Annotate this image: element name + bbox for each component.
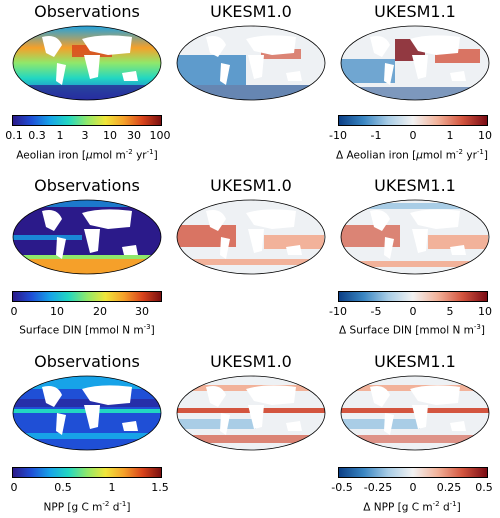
- colorbar-surface-din: [12, 291, 162, 302]
- tick-label: 10: [103, 129, 117, 142]
- colorbar-delta-surface-din: [338, 291, 488, 302]
- tick-label: 0: [10, 481, 18, 494]
- tick-label: 0: [409, 305, 417, 318]
- panel-title-obs-2: Observations: [34, 176, 140, 195]
- map-ukesm11-aeolian-iron: [340, 25, 490, 101]
- map-ukesm10-npp: [176, 375, 326, 451]
- colorbar-label-aeolian-iron: Aeolian iron [μmol m-2 yr-1]: [16, 148, 158, 162]
- tick-label: 30: [135, 305, 149, 318]
- panel-title-ukesm10-3: UKESM1.0: [210, 352, 292, 371]
- panel-title-obs-3: Observations: [34, 352, 140, 371]
- tick-label: 1: [56, 129, 64, 142]
- colorbar-label-npp: NPP [g C m-2 d-1]: [43, 500, 131, 514]
- map-ukesm10-surface-din: [176, 199, 326, 275]
- panel-title-obs-1: Observations: [34, 2, 140, 21]
- map-ukesm11-npp: [340, 375, 490, 451]
- tick-label: 30: [127, 129, 141, 142]
- tick-label: 10: [50, 305, 64, 318]
- tick-label: 0.3: [28, 129, 46, 142]
- panel-title-ukesm11-1: UKESM1.1: [374, 2, 456, 21]
- colorbar-delta-npp: [338, 467, 488, 478]
- tick-label: 5: [446, 305, 454, 318]
- tick-label: 3: [81, 129, 89, 142]
- tick-label: -10: [329, 305, 347, 318]
- tick-label: 0.1: [5, 129, 23, 142]
- tick-label: 1: [108, 481, 116, 494]
- colorbar-label-surface-din: Surface DIN [mmol N m-3]: [19, 323, 155, 337]
- tick-label: -10: [329, 129, 347, 142]
- colorbar-label-delta-npp: Δ NPP [g C m-2 d-1]: [363, 500, 461, 514]
- tick-label: 0: [409, 129, 417, 142]
- tick-label: 100: [149, 129, 171, 142]
- tick-label: 0.25: [436, 481, 462, 494]
- panel-title-ukesm11-3: UKESM1.1: [374, 352, 456, 371]
- panel-title-ukesm10-2: UKESM1.0: [210, 176, 292, 195]
- colorbar-npp: [12, 467, 162, 478]
- tick-label: -1: [370, 129, 382, 142]
- tick-label: 0: [10, 305, 18, 318]
- tick-label: 1.5: [151, 481, 169, 494]
- tick-label: 0: [409, 481, 417, 494]
- tick-label: -0.5: [331, 481, 353, 494]
- map-obs-surface-din: [12, 199, 162, 275]
- colorbar-label-delta-surface-din: Δ Surface DIN [mmol N m-3]: [339, 323, 485, 337]
- panel-title-ukesm11-2: UKESM1.1: [374, 176, 456, 195]
- colorbar-delta-aeolian-iron: [338, 115, 488, 126]
- tick-label: 10: [478, 305, 492, 318]
- colorbar-aeolian-iron: [12, 115, 162, 126]
- colorbar-label-delta-aeolian-iron: Δ Aeolian iron [μmol m-2 yr-1]: [336, 148, 488, 162]
- map-obs-aeolian-iron: [12, 25, 162, 101]
- tick-label: 20: [93, 305, 107, 318]
- tick-label: -0.25: [363, 481, 393, 494]
- tick-label: 0.5: [54, 481, 72, 494]
- map-ukesm10-aeolian-iron: [176, 25, 326, 101]
- tick-label: 10: [478, 129, 492, 142]
- tick-label: 0.5: [475, 481, 493, 494]
- map-ukesm11-surface-din: [340, 199, 490, 275]
- tick-label: -5: [370, 305, 382, 318]
- panel-title-ukesm10-1: UKESM1.0: [210, 2, 292, 21]
- map-obs-npp: [12, 375, 162, 451]
- tick-label: 1: [446, 129, 454, 142]
